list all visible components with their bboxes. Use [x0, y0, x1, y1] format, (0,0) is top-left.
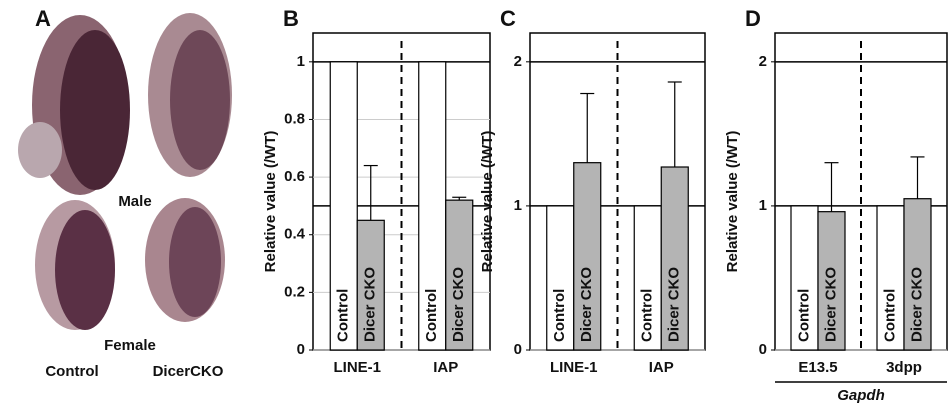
bar-label: Dicer CKO [908, 267, 925, 342]
panel-label: B [283, 6, 299, 31]
y-tick-label: 0.6 [284, 168, 305, 185]
bar-label: Control [551, 289, 568, 342]
bar [903, 198, 932, 351]
image-label: Female [104, 337, 156, 354]
bar [418, 61, 447, 351]
x-tick-label: 3dpp [886, 359, 922, 376]
image-label: DicerCKO [153, 363, 224, 380]
y-tick-label: 0.8 [284, 110, 305, 127]
y-tick-label: 0.4 [284, 226, 306, 243]
bar-label: Control [335, 289, 352, 342]
y-axis-label: Relative value (/WT) [479, 131, 496, 273]
image-label: Male [118, 193, 151, 210]
bar [573, 162, 602, 351]
panel-label: C [500, 6, 516, 31]
x-tick-label: E13.5 [798, 359, 837, 376]
bar [356, 219, 385, 351]
panel-label: D [745, 6, 761, 31]
y-tick-label: 2 [759, 53, 767, 70]
bar-label: Dicer CKO [822, 267, 839, 342]
y-tick-label: 1 [759, 197, 767, 214]
bar [445, 199, 474, 351]
y-axis-label: Relative value (/WT) [262, 131, 279, 273]
bar-label: Control [639, 289, 656, 342]
panel-label: A [35, 6, 51, 31]
bar-label: Dicer CKO [666, 267, 683, 342]
x-tick-label: LINE-1 [333, 359, 381, 376]
y-tick-label: 2 [514, 53, 522, 70]
y-tick-label: 0.2 [284, 283, 305, 300]
bar [329, 61, 358, 351]
bar-label: Dicer CKO [578, 267, 595, 342]
x-tick-label: IAP [433, 359, 458, 376]
y-tick-label: 0 [759, 341, 767, 358]
bar-label: Dicer CKO [450, 267, 467, 342]
bar [660, 166, 689, 351]
x-tick-label: IAP [649, 359, 674, 376]
y-tick-label: 0 [514, 341, 522, 358]
y-tick-label: 0 [297, 341, 305, 358]
y-tick-label: 1 [514, 197, 522, 214]
x-tick-label: LINE-1 [550, 359, 598, 376]
bar-label: Control [795, 289, 812, 342]
bar-label: Dicer CKO [362, 267, 379, 342]
x-axis-label: Gapdh [837, 387, 885, 404]
bar-label: Control [881, 289, 898, 342]
y-axis-label: Relative value (/WT) [724, 131, 741, 273]
bar [876, 205, 905, 351]
image-label: Control [45, 363, 98, 380]
y-tick-label: 1 [297, 53, 305, 70]
panel-a-image [18, 13, 232, 330]
bar-label: Control [423, 289, 440, 342]
